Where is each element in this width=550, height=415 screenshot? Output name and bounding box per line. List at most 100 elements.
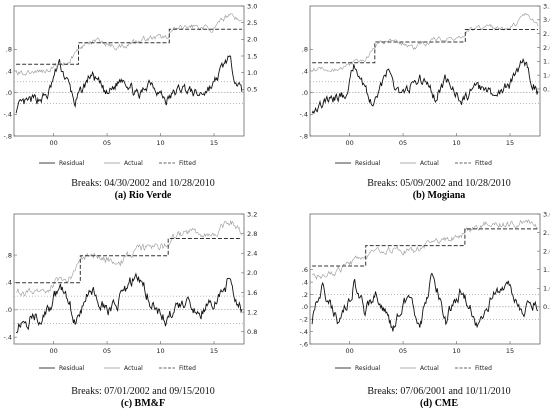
legend-label-fitted: Fitted	[475, 160, 492, 167]
left-tick-label: -.4	[3, 111, 12, 119]
series-residual	[311, 57, 539, 115]
panel-title: (d) CME	[420, 398, 458, 409]
left-tick-label: .4	[6, 279, 12, 287]
legend-label-actual: Actual	[124, 160, 143, 167]
x-tick-label: 10	[156, 139, 164, 147]
x-tick-label: 15	[210, 347, 218, 355]
x-tick-label: 15	[210, 139, 218, 147]
right-tick-label: 1.5	[543, 58, 550, 66]
left-tick-label: .0	[6, 306, 12, 314]
right-tick-label: 3.0	[543, 210, 550, 218]
series-actual	[311, 219, 539, 281]
right-tick-label: 1.5	[543, 266, 550, 274]
chart-panel-0: -.8 -.4 .0 .4 .8 0.5 1.0 1.5 2.0 2.5 3.0 00 05 10 15 Re…	[3, 2, 257, 201]
left-tick-label: .8	[6, 251, 12, 259]
right-tick-label: 3.0	[543, 16, 550, 24]
plot-frame	[309, 213, 541, 345]
x-tick-label: 05	[399, 347, 407, 355]
left-tick-label: -.4	[299, 328, 308, 336]
right-tick-label: 2.4	[247, 250, 257, 258]
left-tick-label: .0	[6, 89, 12, 97]
right-tick-label: 1.0	[543, 285, 550, 293]
left-tick-label: .4	[6, 67, 12, 75]
right-tick-label: 3.2	[247, 210, 257, 218]
series-fitted	[16, 28, 242, 65]
right-tick-label: 2.0	[247, 36, 257, 44]
left-tick-label: .2	[302, 291, 308, 299]
series-fitted	[312, 29, 538, 64]
right-tick-label: 0.5	[247, 86, 257, 94]
x-tick-label: 05	[103, 139, 111, 147]
left-tick-label: .8	[302, 46, 308, 54]
series-residual	[15, 272, 243, 334]
plot-frame	[13, 213, 245, 345]
panel-title: (a) Rio Verde	[115, 190, 172, 201]
right-tick-label: 2.5	[543, 30, 550, 38]
legend-label-actual: Actual	[124, 365, 143, 372]
right-tick-label: 2.0	[543, 247, 550, 255]
left-tick-label: -.4	[3, 333, 12, 341]
series-residual	[311, 272, 539, 332]
x-tick-label: 00	[345, 347, 353, 355]
right-tick-label: 3.5	[543, 2, 550, 10]
right-tick-label: 1.6	[247, 289, 257, 297]
legend-label-residual: Residual	[355, 160, 381, 167]
left-tick-label: .4	[302, 67, 308, 75]
x-tick-label: 05	[103, 347, 111, 355]
legend-label-fitted: Fitted	[179, 365, 196, 372]
left-tick-label: -.8	[3, 132, 12, 140]
series-residual	[15, 55, 243, 114]
right-tick-label: 0.5	[543, 85, 550, 93]
legend-label-actual: Actual	[420, 365, 439, 372]
right-tick-label: 0.8	[247, 328, 257, 336]
chart-panel-3: -.6 -.4 -.2 .0 .2 .4 .6 0.5 1.0 1.5 2.0 2.5 3.0 00 05 1…	[299, 210, 550, 409]
series-fitted	[312, 228, 538, 267]
legend-label-fitted: Fitted	[475, 365, 492, 372]
legend-label-residual: Residual	[355, 365, 381, 372]
x-tick-label: 00	[49, 139, 57, 147]
legend-label-residual: Residual	[59, 160, 85, 167]
right-tick-label: 2.8	[247, 230, 257, 238]
x-tick-label: 10	[452, 347, 460, 355]
series-actual	[15, 220, 243, 297]
panel-title: (c) BM&F	[121, 398, 165, 409]
right-tick-label: 1.0	[247, 69, 257, 77]
chart-panel-1: -.8 -.4 .0 .4 .8 0.5 1.0 1.5 2.0 2.5 3.0 3.5 00 05 10 1…	[299, 2, 550, 201]
right-tick-label: 3.0	[247, 2, 257, 10]
right-tick-label: 2.5	[543, 229, 550, 237]
x-tick-label: 05	[399, 139, 407, 147]
legend-label-residual: Residual	[59, 365, 85, 372]
plot-frame	[309, 5, 541, 137]
left-tick-label: .8	[6, 46, 12, 54]
series-actual	[312, 12, 539, 73]
left-tick-label: .0	[302, 303, 308, 311]
panel-title: (b) Mogiana	[413, 190, 466, 201]
x-tick-label: 15	[506, 139, 514, 147]
panel-breaks-caption: Breaks: 07/01/2002 and 09/15/2010	[71, 386, 215, 397]
x-tick-label: 15	[506, 347, 514, 355]
legend-label-actual: Actual	[420, 160, 439, 167]
chart-panel-2: -.4 .0 .4 .8 0.8 1.2 1.6 2.0 2.4 2.8 3.2 00 05 10 15 Re…	[3, 210, 257, 409]
panel-breaks-caption: Breaks: 05/09/2002 and 10/28/2010	[367, 178, 511, 189]
legend-label-fitted: Fitted	[179, 160, 196, 167]
right-tick-label: 1.2	[247, 308, 257, 316]
right-tick-label: 0.5	[543, 303, 550, 311]
left-tick-label: -.4	[299, 111, 308, 119]
series-actual	[15, 13, 242, 76]
right-tick-label: 1.5	[247, 52, 257, 60]
right-tick-label: 2.0	[543, 44, 550, 52]
right-tick-label: 2.0	[247, 269, 257, 277]
plot-frame	[13, 5, 245, 137]
panel-breaks-caption: Breaks: 04/30/2002 and 10/28/2010	[71, 178, 215, 189]
left-tick-label: .6	[302, 266, 308, 274]
x-tick-label: 00	[49, 347, 57, 355]
series-fitted	[16, 238, 242, 284]
left-tick-label: -.8	[299, 132, 308, 140]
left-tick-label: -.2	[299, 316, 308, 324]
left-tick-label: .4	[302, 278, 308, 286]
right-tick-label: 2.5	[247, 19, 257, 27]
left-tick-label: .0	[302, 89, 308, 97]
x-tick-label: 10	[156, 347, 164, 355]
x-tick-label: 00	[345, 139, 353, 147]
left-tick-label: -.6	[299, 340, 308, 348]
